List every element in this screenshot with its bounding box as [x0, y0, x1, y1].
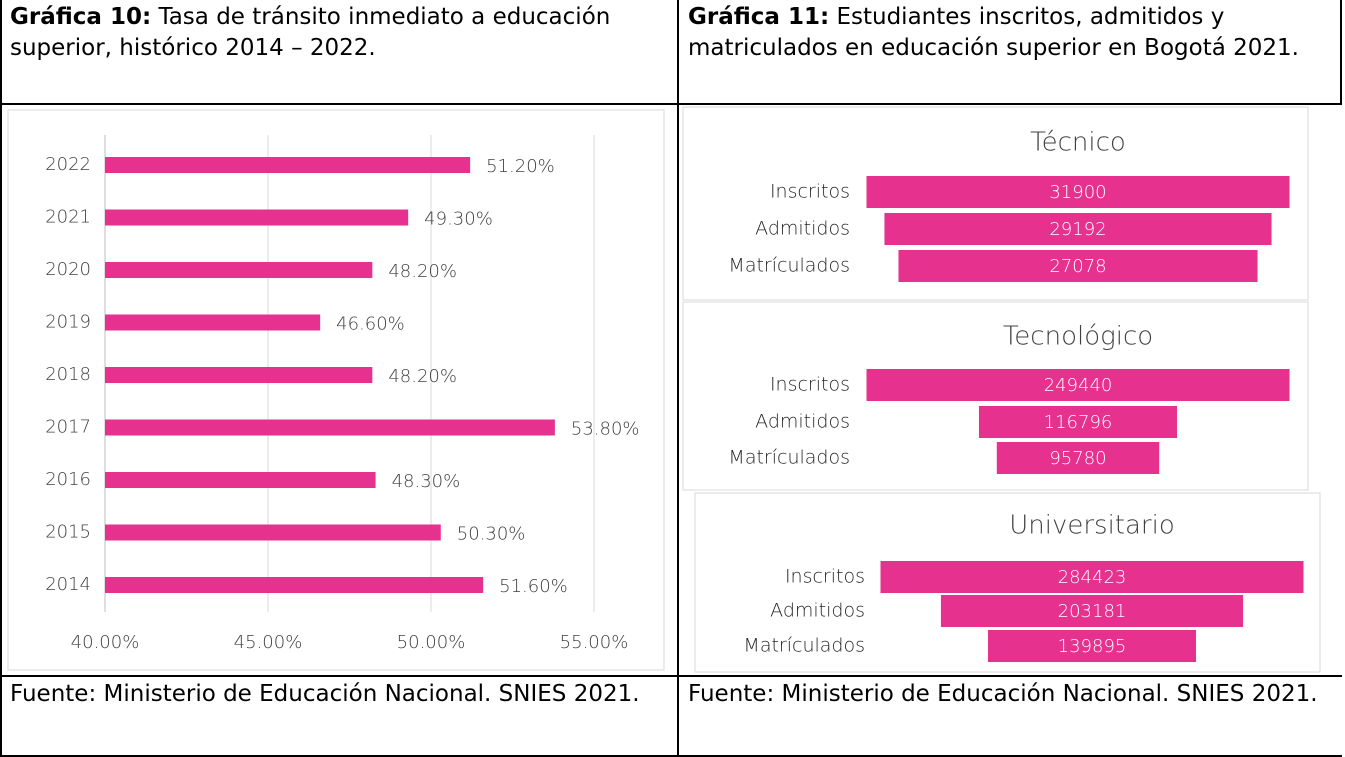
data-label: 203181 [1058, 601, 1127, 622]
data-label: 49.30% [424, 209, 493, 230]
x-tick-label: 45.00% [234, 632, 303, 653]
bar [105, 157, 471, 173]
data-label: 95780 [1049, 448, 1106, 469]
data-label: 48.30% [392, 471, 461, 492]
funnel-bar [940, 595, 1244, 627]
data-label: 48.20% [388, 366, 457, 387]
header-text: Tasa de tránsito inmediato a educación s… [10, 4, 611, 61]
chart-frame [7, 109, 665, 671]
x-tick-label: 50.00% [397, 632, 466, 653]
table-border [677, 0, 679, 757]
bar [105, 262, 373, 278]
data-label: 48.20% [388, 261, 457, 282]
bar [105, 524, 441, 541]
data-label: 31900 [1049, 182, 1106, 203]
y-tick-label: 2016 [45, 469, 91, 490]
table-border [1340, 0, 1342, 105]
table-border [0, 0, 2, 757]
bar [105, 314, 321, 331]
y-tick-label: 2019 [45, 312, 91, 333]
category-label: Admitidos [755, 411, 850, 433]
bar [105, 367, 373, 383]
funnel-bar [996, 442, 1160, 474]
category-label: Matrículados [743, 635, 865, 657]
y-tick-label: 2020 [45, 259, 91, 280]
x-tick-label: 55.00% [560, 632, 629, 653]
footer-cell: Fuente: Ministerio de Educación Nacional… [10, 681, 640, 707]
data-label: 139895 [1058, 636, 1127, 657]
table-border [0, 675, 1342, 677]
y-tick-label: 2017 [45, 417, 91, 438]
funnel-bar [880, 561, 1304, 593]
data-label: 51.60% [499, 576, 568, 597]
header-bold: Gráfica 10: [10, 4, 152, 30]
data-label: 51.20% [486, 156, 555, 177]
bar [105, 209, 409, 226]
data-label: 29192 [1049, 219, 1106, 240]
footer-cell: Fuente: Ministerio de Educación Nacional… [688, 681, 1318, 707]
funnel-bar [866, 369, 1290, 401]
funnel-bar [898, 250, 1258, 282]
panel-title: Tecnológico [1003, 322, 1153, 352]
header-text: Estudiantes inscritos, admitidos y matri… [688, 4, 1299, 61]
data-label: 27078 [1049, 256, 1106, 277]
header-cell: Gráfica 11: Estudiantes inscritos, admit… [680, 0, 1340, 103]
funnel-bar [866, 176, 1290, 208]
x-tick-label: 40.00% [71, 632, 140, 653]
y-tick-label: 2014 [45, 574, 91, 595]
data-label: 53.80% [571, 419, 640, 440]
bar [105, 472, 376, 488]
funnel-bar [987, 630, 1197, 662]
table-border [0, 755, 1342, 757]
category-label: Admitidos [755, 218, 850, 240]
category-label: Admitidos [770, 600, 865, 622]
bar [105, 577, 484, 593]
funnel-bar [884, 213, 1272, 245]
y-tick-label: 2022 [45, 154, 91, 175]
header-bold: Gráfica 11: [688, 4, 830, 30]
panel-title: Técnico [1030, 128, 1126, 158]
category-label: Inscritos [770, 181, 850, 203]
bar [105, 419, 555, 436]
funnel-bar [978, 406, 1178, 438]
header-cell: Gráfica 10: Tasa de tránsito inmediato a… [2, 0, 678, 103]
y-tick-label: 2021 [45, 207, 91, 228]
category-label: Inscritos [785, 566, 865, 588]
table-border [0, 103, 1342, 105]
y-tick-label: 2018 [45, 364, 91, 385]
category-label: Matrículados [728, 447, 850, 469]
data-label: 50.30% [457, 524, 526, 545]
data-label: 249440 [1044, 375, 1113, 396]
data-label: 284423 [1058, 567, 1127, 588]
data-label: 46.60% [336, 314, 405, 335]
panel-title: Universitario [1009, 511, 1175, 541]
category-label: Matrículados [728, 255, 850, 277]
y-tick-label: 2015 [45, 522, 91, 543]
category-label: Inscritos [770, 374, 850, 396]
data-label: 116796 [1044, 412, 1113, 433]
